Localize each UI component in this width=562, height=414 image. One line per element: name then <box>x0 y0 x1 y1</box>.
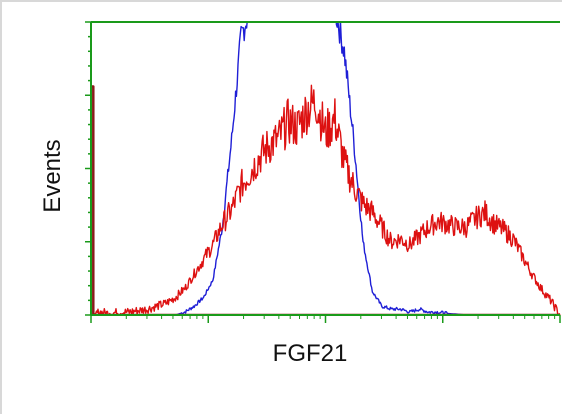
axes <box>85 21 561 323</box>
series-line-2 <box>91 84 561 316</box>
plot-area <box>91 21 561 316</box>
y-axis-label: Events <box>39 139 66 212</box>
series-line-1 <box>91 21 560 316</box>
x-axis-label: FGF21 <box>273 340 348 367</box>
